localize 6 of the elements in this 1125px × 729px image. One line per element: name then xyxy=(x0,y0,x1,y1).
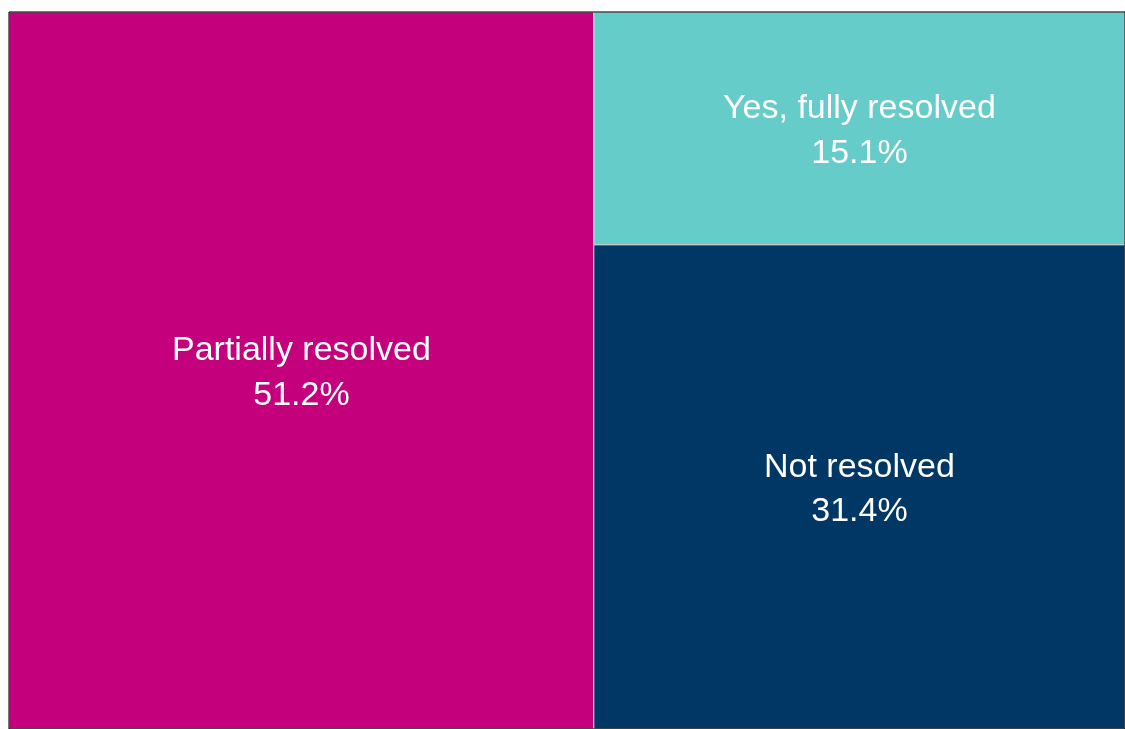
data-label: 51.2% xyxy=(253,373,350,412)
data-label: 15.1% xyxy=(811,131,908,170)
category-label: Yes, fully resolved xyxy=(723,87,996,126)
category-label: Not resolved xyxy=(763,445,955,484)
category-label: Partially resolved xyxy=(171,329,431,368)
data-label: 31.4% xyxy=(811,490,908,529)
